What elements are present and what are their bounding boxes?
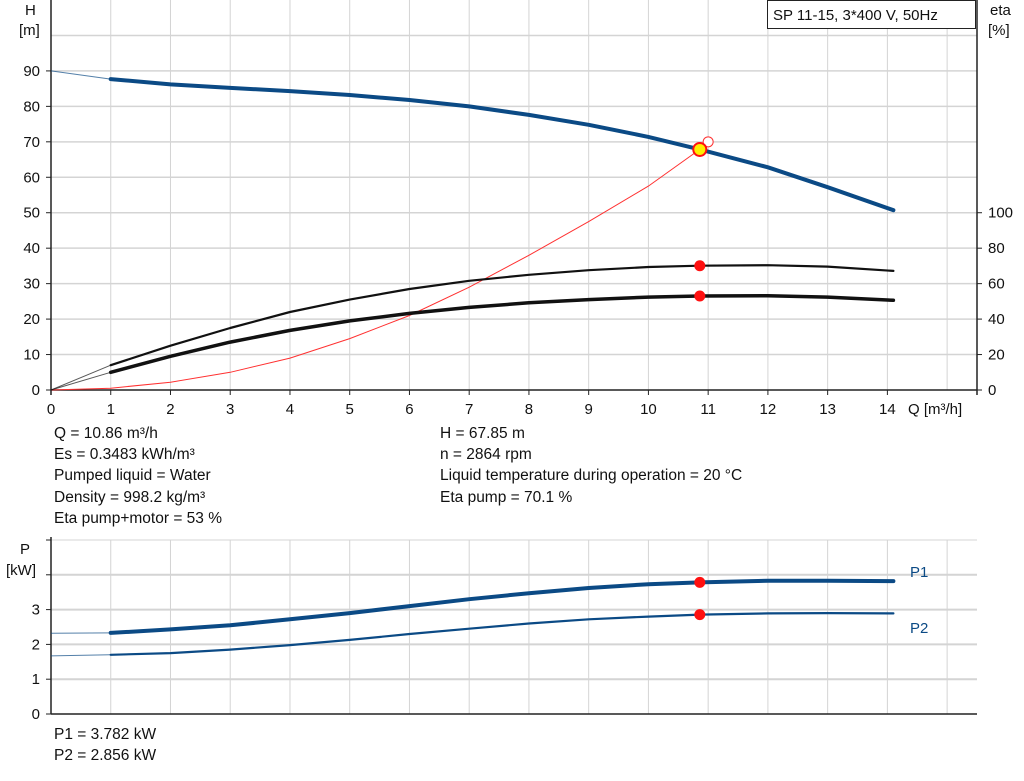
h-tick-label: 80: [23, 98, 40, 115]
p1-curve: [108, 578, 896, 635]
head-curve: [108, 77, 896, 213]
eta-tick-label: 80: [988, 240, 1005, 257]
p-axis-unit: [kW]: [6, 562, 36, 579]
p-tick-label: 1: [32, 671, 40, 688]
q-tick-label: 10: [640, 401, 657, 418]
h-axis-label: H: [25, 2, 36, 19]
h-tick-label: 50: [23, 205, 40, 222]
eta-tick-label: 100: [988, 205, 1013, 222]
h-tick-label: 0: [32, 382, 40, 399]
q-tick-label: 3: [226, 401, 234, 418]
red-curve: [50, 141, 709, 391]
info-density: Density = 998.2 kg/m³: [54, 489, 206, 506]
power-chart-axes: 0 1 2 3: [32, 537, 977, 723]
info-liquid: Pumped liquid = Water: [54, 467, 211, 484]
head-chart-grid: [51, 0, 977, 390]
q-tick-label: 5: [346, 401, 354, 418]
q-tick-label: 2: [166, 401, 174, 418]
eta-pump-curve: [109, 264, 895, 367]
info-eta-pump: Eta pump = 70.1 %: [440, 489, 573, 506]
q-tick-label: 6: [405, 401, 413, 418]
power-chart-markers: [694, 576, 706, 621]
p1-legend: P1: [910, 564, 928, 581]
h-tick-label: 40: [23, 240, 40, 257]
q-tick-label: 12: [760, 401, 777, 418]
q-tick-label: 13: [819, 401, 836, 418]
duty-point-marker: [692, 141, 708, 157]
info-es: Es = 0.3483 kWh/m³: [54, 446, 195, 463]
eta-tick-label: 0: [988, 382, 996, 399]
p2-legend: P2: [910, 620, 928, 637]
red-curve-end-marker: [702, 136, 714, 148]
h-tick-label: 10: [23, 347, 40, 364]
eta-tick-label: 40: [988, 311, 1005, 328]
info-temp: Liquid temperature during operation = 20…: [440, 467, 743, 484]
p2-extrapolation: [50, 654, 111, 657]
info-p2: P2 = 2.856 kW: [54, 747, 157, 764]
h-tick-label: 70: [23, 134, 40, 151]
info-h: H = 67.85 m: [440, 425, 525, 442]
q-tick-label: 1: [107, 401, 115, 418]
q-tick-label: 4: [286, 401, 294, 418]
eta-axis-label: eta: [990, 2, 1012, 19]
p2-curve: [109, 612, 895, 656]
eta-duty-marker: [694, 290, 706, 302]
q-tick-label: 9: [585, 401, 593, 418]
p-tick-label: 2: [32, 636, 40, 653]
h-tick-label: 20: [23, 311, 40, 328]
eta-tick-label: 60: [988, 276, 1005, 293]
power-chart-grid: [51, 539, 977, 714]
q-tick-label: 8: [525, 401, 533, 418]
q-tick-label: 7: [465, 401, 473, 418]
head-chart-curves: [50, 70, 896, 391]
p2-duty-marker: [694, 609, 706, 621]
eta-duty-marker: [694, 260, 706, 272]
p-axis-label: P: [20, 541, 30, 558]
q-tick-label: 14: [879, 401, 896, 418]
eta-total-curve: [108, 293, 896, 375]
q-tick-label: 11: [700, 401, 716, 418]
info-n: n = 2864 rpm: [440, 446, 532, 463]
title-box: [767, 0, 976, 29]
q-tick-label: 0: [47, 401, 55, 418]
info-p1: P1 = 3.782 kW: [54, 726, 157, 743]
info-eta-total: Eta pump+motor = 53 %: [54, 510, 223, 527]
chart-title: SP 11-15, 3*400 V, 50Hz: [773, 7, 938, 24]
power-chart-curves: [50, 578, 896, 657]
p1-duty-marker: [694, 576, 706, 588]
info-q: Q = 10.86 m³/h: [54, 425, 158, 442]
eta-pump-extrapolation: [50, 364, 111, 391]
p-tick-label: 0: [32, 706, 40, 723]
h-tick-label: 30: [23, 276, 40, 293]
head-extrapolation: [50, 70, 111, 80]
head-chart-markers: [692, 136, 714, 302]
h-tick-label: 90: [23, 63, 40, 80]
h-axis-unit: [m]: [19, 22, 40, 39]
eta-total-extrapolation: [50, 371, 111, 391]
h-tick-label: 60: [23, 169, 40, 186]
eta-axis-unit: [%]: [988, 22, 1010, 39]
eta-tick-label: 20: [988, 347, 1005, 364]
q-axis-label: Q [m³/h]: [908, 401, 962, 418]
p-tick-label: 3: [32, 602, 40, 619]
